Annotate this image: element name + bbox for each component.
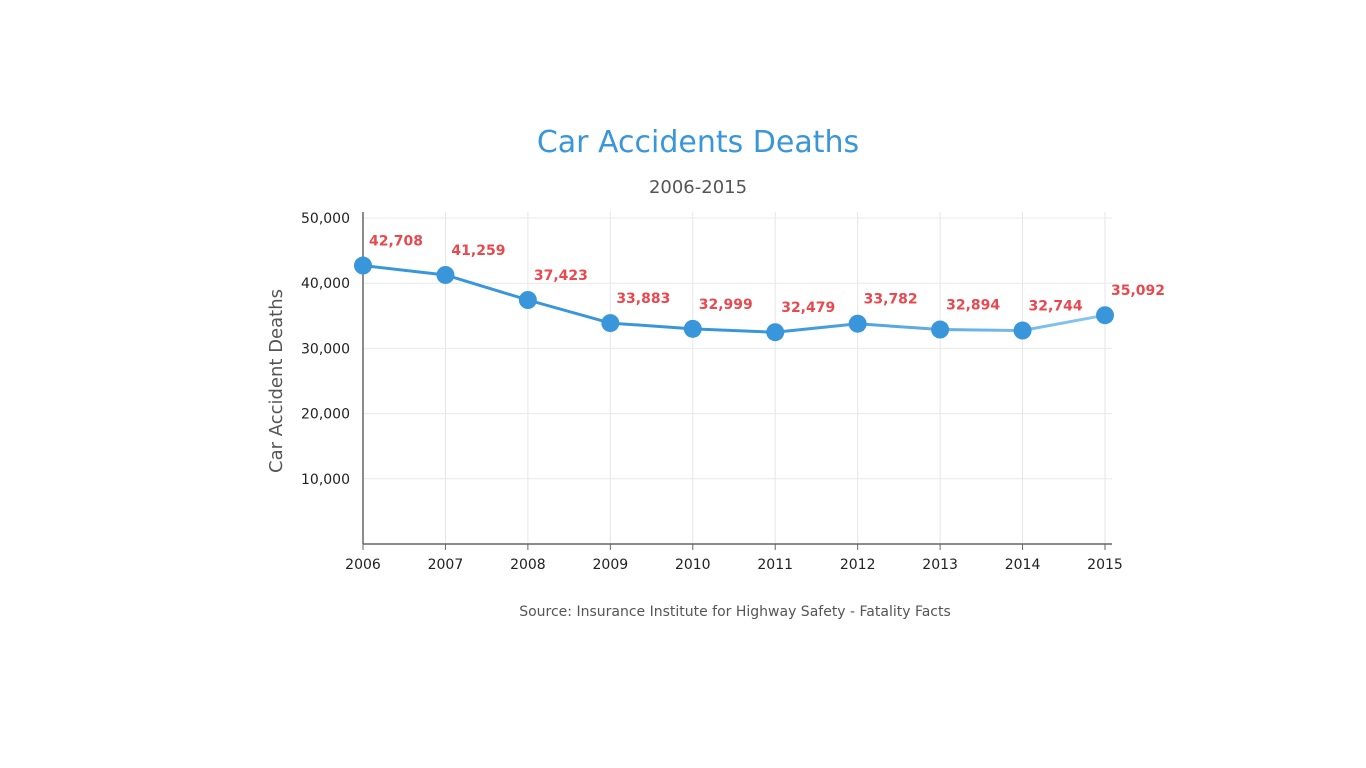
x-tick-label: 2013 xyxy=(922,557,958,573)
data-label: 42,708 xyxy=(369,234,423,250)
chart-title: Car Accidents Deaths xyxy=(537,125,859,160)
x-tick-label: 2014 xyxy=(1005,557,1041,573)
x-tick-label: 2009 xyxy=(593,557,629,573)
data-label: 37,423 xyxy=(534,268,588,284)
data-label: 32,479 xyxy=(781,300,835,316)
x-tick-label: 2006 xyxy=(345,557,381,573)
y-tick-label: 20,000 xyxy=(301,407,350,423)
data-point xyxy=(518,291,537,310)
data-label: 35,092 xyxy=(1111,283,1165,299)
x-tick-label: 2008 xyxy=(510,557,546,573)
chart-subtitle: 2006-2015 xyxy=(649,177,747,198)
data-point xyxy=(436,265,455,284)
x-tick-label: 2010 xyxy=(675,557,711,573)
data-point xyxy=(848,314,867,333)
x-tick-label: 2012 xyxy=(840,557,876,573)
data-point xyxy=(766,323,785,342)
data-point xyxy=(601,314,620,333)
y-tick-label: 10,000 xyxy=(301,472,350,488)
y-tick-label: 30,000 xyxy=(301,341,350,357)
axes: 10,000 20,000 30,000 40,000 50,000 2006 2007 20… xyxy=(301,211,1123,573)
data-point xyxy=(931,320,950,339)
y-axis-label: Car Accident Deaths xyxy=(266,289,287,473)
data-point xyxy=(1013,321,1032,340)
series-line xyxy=(362,264,1106,334)
data-label: 33,883 xyxy=(616,291,670,307)
x-tick-label: 2015 xyxy=(1087,557,1123,573)
data-point xyxy=(683,319,702,338)
y-tick-label: 40,000 xyxy=(301,276,350,292)
series-line-path xyxy=(362,264,1106,334)
data-label: 32,894 xyxy=(946,298,1000,314)
data-labels: 42,708 41,259 37,423 33,883 32,999 32,479 33,7… xyxy=(369,234,1165,317)
grid-lines xyxy=(363,212,1112,544)
data-point xyxy=(354,256,372,275)
data-label: 32,999 xyxy=(699,297,753,313)
data-point xyxy=(1096,306,1114,325)
source-note: Source: Insurance Institute for Highway … xyxy=(519,604,951,620)
y-tick-label: 50,000 xyxy=(301,211,350,227)
data-label: 33,782 xyxy=(864,292,918,308)
x-tick-label: 2011 xyxy=(757,557,793,573)
x-tick-label: 2007 xyxy=(428,557,464,573)
data-label: 41,259 xyxy=(451,243,505,259)
data-label: 32,744 xyxy=(1029,299,1083,315)
data-points xyxy=(354,256,1114,342)
